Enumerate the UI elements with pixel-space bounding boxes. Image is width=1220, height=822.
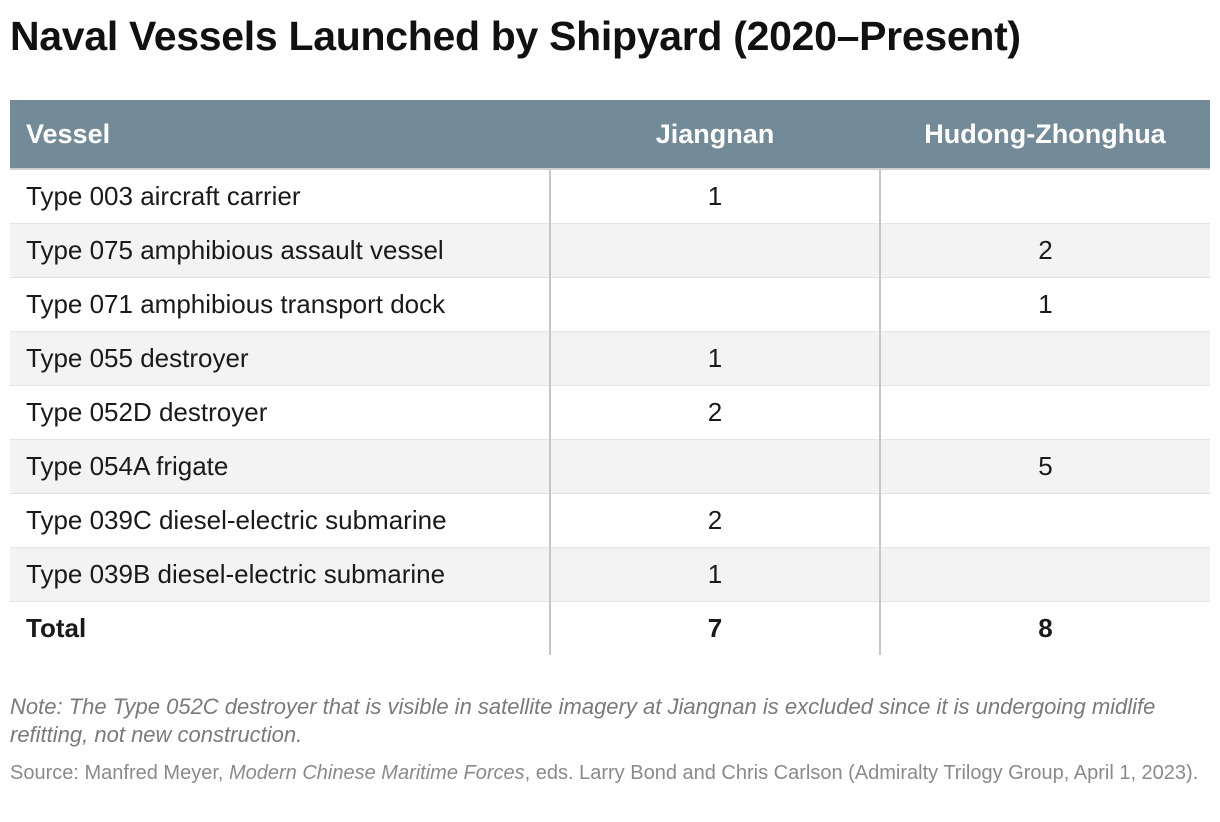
vessel-name-total-cell: Total (26, 612, 87, 643)
table-row: Type 003 aircraft carrier 1 (10, 169, 1210, 224)
table-row: Type 052D destroyer 2 (10, 385, 1210, 440)
jiangnan-count-cell: 2 (549, 385, 880, 440)
jiangnan-count-cell: 2 (549, 493, 880, 548)
table-row: Type 075 amphibious assault vessel 2 (10, 223, 1210, 278)
table-row: Type 054A frigate 5 (10, 439, 1210, 494)
table-row: Type 039B diesel-electric submarine 1 (10, 547, 1210, 602)
vessel-name-cell: Type 052D destroyer (10, 385, 550, 440)
jiangnan-count-cell: 1 (549, 331, 880, 386)
hudong-zhonghua-count-cell (879, 331, 1210, 386)
footnote: Note: The Type 052C destroyer that is vi… (10, 694, 1156, 747)
vessels-table: Vessel Jiangnan Hudong-Zhonghua Type 003… (10, 100, 1210, 655)
header-row: Vessel Jiangnan Hudong-Zhonghua (10, 100, 1210, 170)
table-row: Type 071 amphibious transport dock 1 (10, 277, 1210, 332)
jiangnan-count-total-cell: 7 (549, 601, 880, 655)
hudong-zhonghua-count-cell (879, 169, 1210, 224)
hudong-zhonghua-count-cell: 2 (879, 223, 1210, 278)
hudong-zhonghua-count-cell (879, 493, 1210, 548)
vessel-name-cell: Type 075 amphibious assault vessel (10, 223, 550, 278)
column-header-jiangnan: Jiangnan (550, 100, 880, 170)
vessel-name-cell: Type 039C diesel-electric submarine (10, 493, 550, 548)
jiangnan-count-cell: 1 (549, 169, 880, 224)
source-citation: Source: Manfred Meyer, Modern Chinese Ma… (10, 760, 1210, 787)
hudong-zhonghua-count-cell (879, 385, 1210, 440)
hudong-zhonghua-count-cell (879, 547, 1210, 602)
source-prefix: Source: Manfred Meyer, (10, 762, 229, 784)
total-row: Total 7 8 (10, 601, 1210, 655)
chart-title: Naval Vessels Launched by Shipyard (2020… (10, 13, 1021, 59)
column-header-hudong-zhonghua: Hudong-Zhonghua (880, 100, 1210, 170)
jiangnan-count-cell: 1 (549, 547, 880, 602)
vessel-name-cell: Type 054A frigate (10, 439, 550, 494)
vessel-name-cell: Type 003 aircraft carrier (10, 169, 550, 224)
jiangnan-count-cell (549, 223, 880, 278)
source-book-title: Modern Chinese Maritime Forces (228, 762, 525, 784)
table-header: Vessel Jiangnan Hudong-Zhonghua (10, 100, 1210, 170)
vessel-name-cell: Type 071 amphibious transport dock (10, 277, 550, 332)
column-header-vessel: Vessel (10, 100, 550, 170)
vessel-name-cell: Type 039B diesel-electric submarine (10, 547, 550, 602)
hudong-zhonghua-count-total-cell: 8 (879, 601, 1210, 655)
table-body: Type 003 aircraft carrier 1 Type 075 amphi… (10, 169, 1210, 655)
hudong-zhonghua-count-cell: 1 (879, 277, 1210, 332)
vessel-name-cell: Type 055 destroyer (10, 331, 550, 386)
source-suffix: , eds. Larry Bond and Chris Carlson (Adm… (524, 762, 1199, 784)
table-row: Type 039C diesel-electric submarine 2 (10, 493, 1210, 548)
table-row: Type 055 destroyer 1 (10, 331, 1210, 386)
jiangnan-count-cell (549, 277, 880, 332)
jiangnan-count-cell (549, 439, 880, 494)
hudong-zhonghua-count-cell: 5 (879, 439, 1210, 494)
